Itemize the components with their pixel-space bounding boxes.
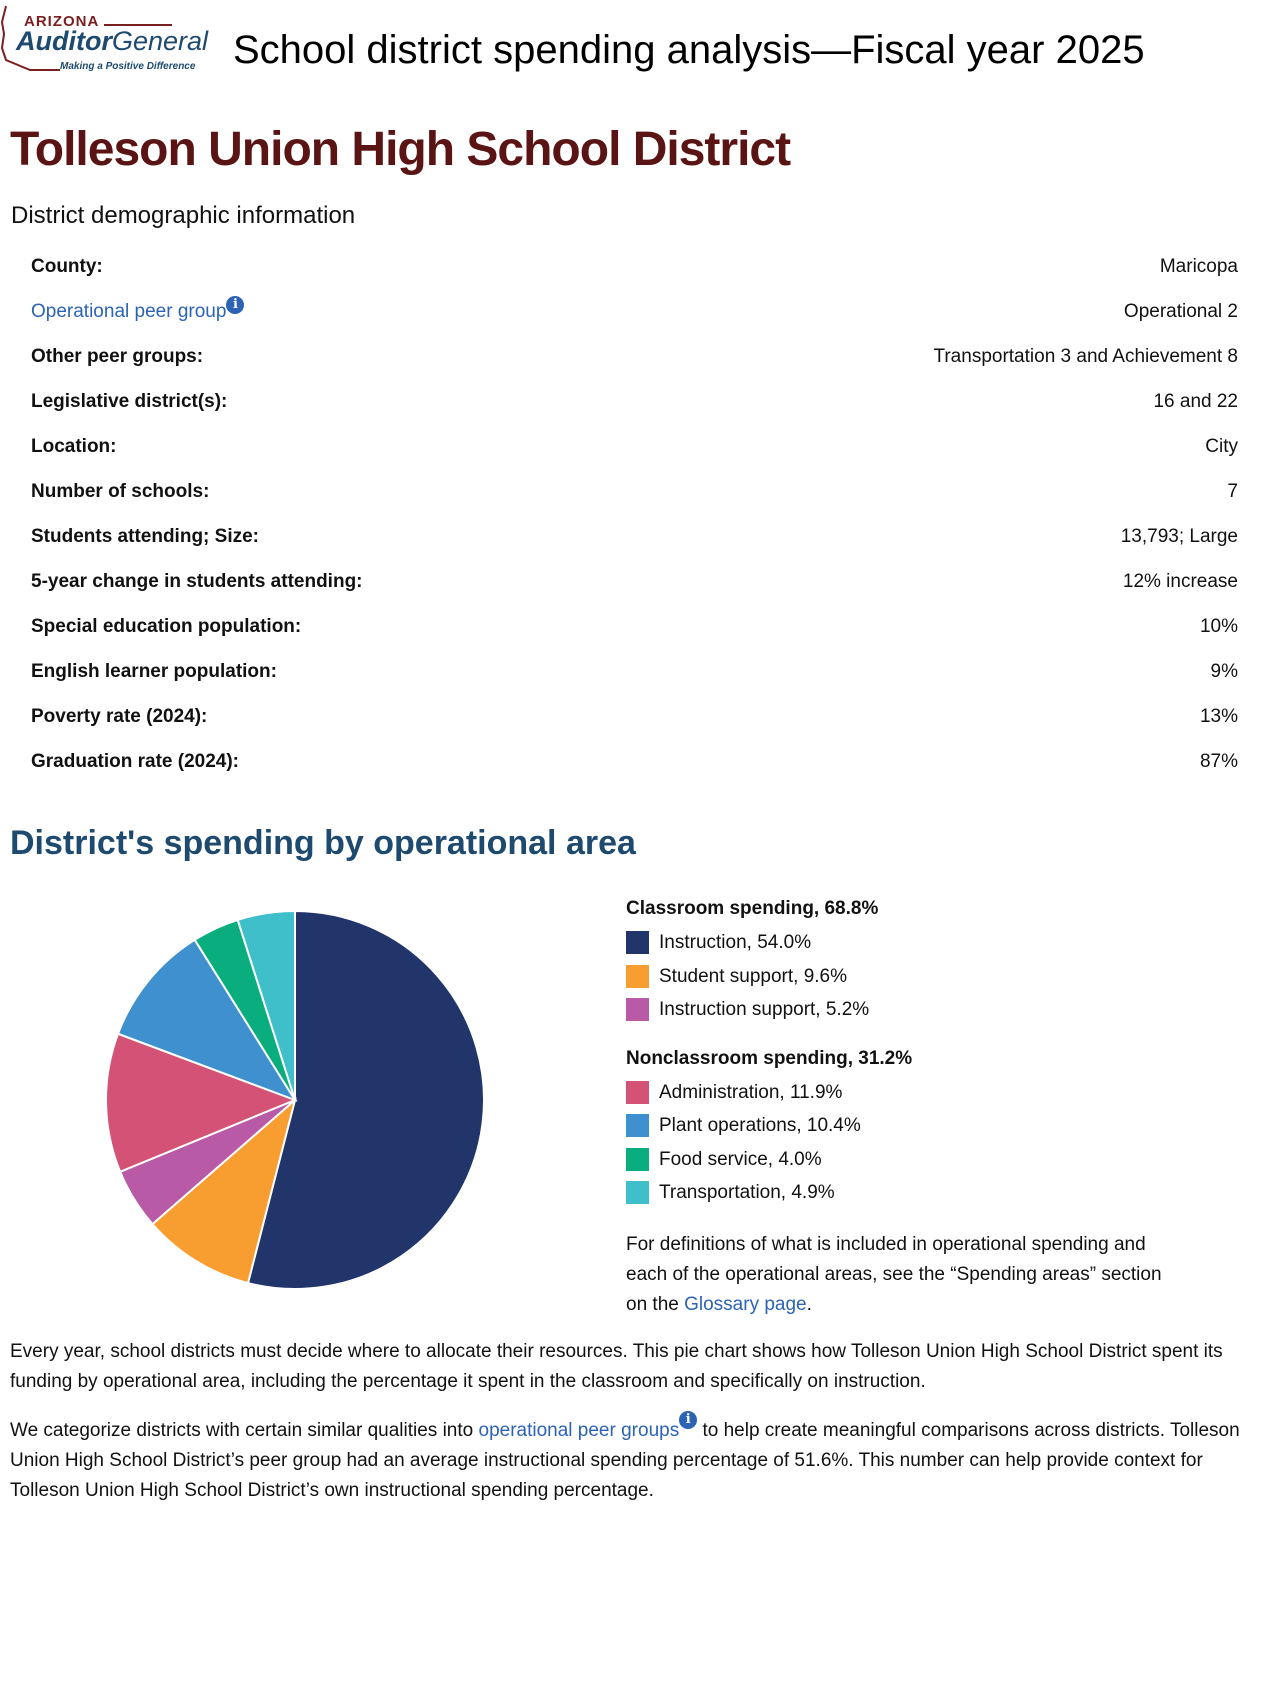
demographic-label: 5-year change in students attending: <box>31 571 363 593</box>
demographic-label: Poverty rate (2024): <box>31 706 207 728</box>
label-text: Poverty rate (2024): <box>31 706 208 727</box>
definitions-period: . <box>806 1294 812 1315</box>
demographic-row: Legislative district(s): 16 and 22 <box>31 391 1238 421</box>
legend-item: Food service, 4.0% <box>626 1147 822 1172</box>
label-text: Number of schools: <box>31 481 210 502</box>
page-header-title: School district spending analysis—Fiscal… <box>233 28 1145 72</box>
legend-item: Student support, 9.6% <box>626 964 848 989</box>
svg-text:Making a Positive Difference: Making a Positive Difference <box>60 61 196 72</box>
demographic-value: 16 and 22 <box>1153 391 1238 412</box>
demographic-label: Number of schools: <box>31 481 209 503</box>
legend-swatch <box>626 1080 649 1104</box>
p2-text-after: to help create meaningful comparisons ac… <box>10 1420 1240 1501</box>
demographic-value: Transportation 3 and Achievement 8 <box>933 346 1238 367</box>
paragraph-peer-groups: We categorize districts with certain sim… <box>10 1411 1265 1506</box>
label-text: Students attending; Size: <box>31 526 259 547</box>
legend-item: Transportation, 4.9% <box>626 1181 835 1205</box>
demographic-row: Other peer groups: Transportation 3 and A… <box>31 346 1238 376</box>
pie-slice-student-support <box>151 1097 297 1285</box>
legend-swatch <box>626 1147 649 1171</box>
demographic-value: 7 <box>1227 481 1238 502</box>
operational-peer-groups-link[interactable]: operational peer groups <box>478 1420 680 1441</box>
definitions-text: For definitions of what is included in o… <box>626 1230 1166 1320</box>
glossary-link[interactable]: Glossary page <box>684 1294 807 1315</box>
legend-item: Administration, 11.9% <box>626 1080 843 1105</box>
label-text[interactable]: Operational peer group <box>31 301 227 322</box>
legend-group-title: Nonclassroom spending, 31.2% <box>626 1047 913 1069</box>
demographic-row: 5-year change in students attending: 12% … <box>31 571 1238 601</box>
demographic-label: County: <box>31 256 103 278</box>
demographic-value: 10% <box>1199 616 1238 637</box>
legend-label: Transportation, 4.9% <box>659 1182 835 1203</box>
legend-item: Instruction support, 5.2% <box>626 998 869 1022</box>
paragraph-allocation: Every year, school districts must decide… <box>10 1341 1223 1392</box>
demographic-label: Students attending; Size: <box>31 526 259 548</box>
demographic-value: 13% <box>1199 706 1238 727</box>
legend-label: Student support, 9.6% <box>659 965 848 987</box>
pie-slice-plant-operations <box>116 938 298 1102</box>
demographic-row: Location: City <box>31 436 1238 466</box>
demographic-row: Special education population: 10% <box>31 616 1238 646</box>
operational-peer-group-link[interactable]: Operational peer group i <box>31 296 245 323</box>
legend-label: Administration, 11.9% <box>659 1081 843 1103</box>
label-text: Legislative district(s): <box>31 391 228 412</box>
pie-slice-instruction <box>246 909 485 1290</box>
label-text: 5-year change in students attending: <box>31 571 363 592</box>
label-text: Special education population: <box>31 616 302 637</box>
demographic-row: English learner population: 9% <box>31 661 1238 691</box>
label-text: English learner population: <box>31 661 277 682</box>
info-icon[interactable]: i <box>226 296 245 314</box>
legend-label: Plant operations, 10.4% <box>659 1115 861 1136</box>
svg-text:ARIZONA: ARIZONA <box>24 13 99 30</box>
legend-item: Plant operations, 10.4% <box>626 1114 861 1138</box>
demographic-row: Poverty rate (2024): 13% <box>31 706 1238 736</box>
demographic-value: 13,793; Large <box>1120 526 1238 547</box>
legend-swatch <box>626 1181 649 1205</box>
legend-swatch <box>626 1114 649 1138</box>
label-text: Other peer groups: <box>31 346 204 367</box>
legend-label: Instruction, 54.0% <box>659 932 812 953</box>
label-text: Location: <box>31 436 117 457</box>
demographic-label: Legislative district(s): <box>31 391 227 413</box>
legend-swatch <box>626 931 649 955</box>
demographic-value: City <box>1205 436 1238 457</box>
demographic-label: Other peer groups: <box>31 346 203 368</box>
spending-pie-chart <box>105 909 485 1290</box>
spending-heading: District's spending by operational area <box>10 824 636 862</box>
pie-slice-administration <box>105 1032 298 1174</box>
info-icon[interactable]: i <box>679 1411 698 1429</box>
label-text: County: <box>31 256 103 277</box>
district-name: Tolleson Union High School District <box>10 123 791 176</box>
demographic-label: Location: <box>31 436 117 458</box>
demographic-row: Graduation rate (2024): 87% <box>31 751 1238 781</box>
demographic-value: 87% <box>1199 751 1238 772</box>
demographic-label: Graduation rate (2024): <box>31 751 239 773</box>
arizona-auditor-general-logo[interactable]: ARIZONA AuditorGeneral Making a Positive… <box>0 4 210 76</box>
definitions-body: For definitions of what is included in o… <box>626 1234 1162 1315</box>
demographic-value: Maricopa <box>1159 256 1238 277</box>
pie-slice-transportation <box>236 909 296 1101</box>
svg-text:AuditorGeneral: AuditorGeneral <box>15 26 209 56</box>
legend-item: Instruction, 54.0% <box>626 931 811 955</box>
demographics-heading: District demographic information <box>11 202 356 229</box>
legend-label: Instruction support, 5.2% <box>659 999 870 1020</box>
label-text: Graduation rate (2024): <box>31 751 239 772</box>
demographic-label: Special education population: <box>31 616 301 638</box>
demographic-value: 12% increase <box>1122 571 1238 592</box>
demographic-value: 9% <box>1210 661 1238 682</box>
p2-text: We categorize districts with certain sim… <box>10 1420 479 1441</box>
demographic-row: Operational peer group i Operational 2 <box>31 296 1238 331</box>
legend-swatch <box>626 998 649 1022</box>
demographic-value: Operational 2 <box>1123 301 1238 322</box>
legend-label: Food service, 4.0% <box>659 1148 822 1170</box>
demographic-row: Students attending; Size: 13,793; Large <box>31 526 1238 556</box>
demographic-label: English learner population: <box>31 661 277 683</box>
demographic-row: Number of schools: 7 <box>31 481 1238 511</box>
legend-swatch <box>626 964 649 988</box>
legend-group-title: Classroom spending, 68.8% <box>626 898 879 919</box>
demographic-row: County: Maricopa <box>31 256 1238 286</box>
